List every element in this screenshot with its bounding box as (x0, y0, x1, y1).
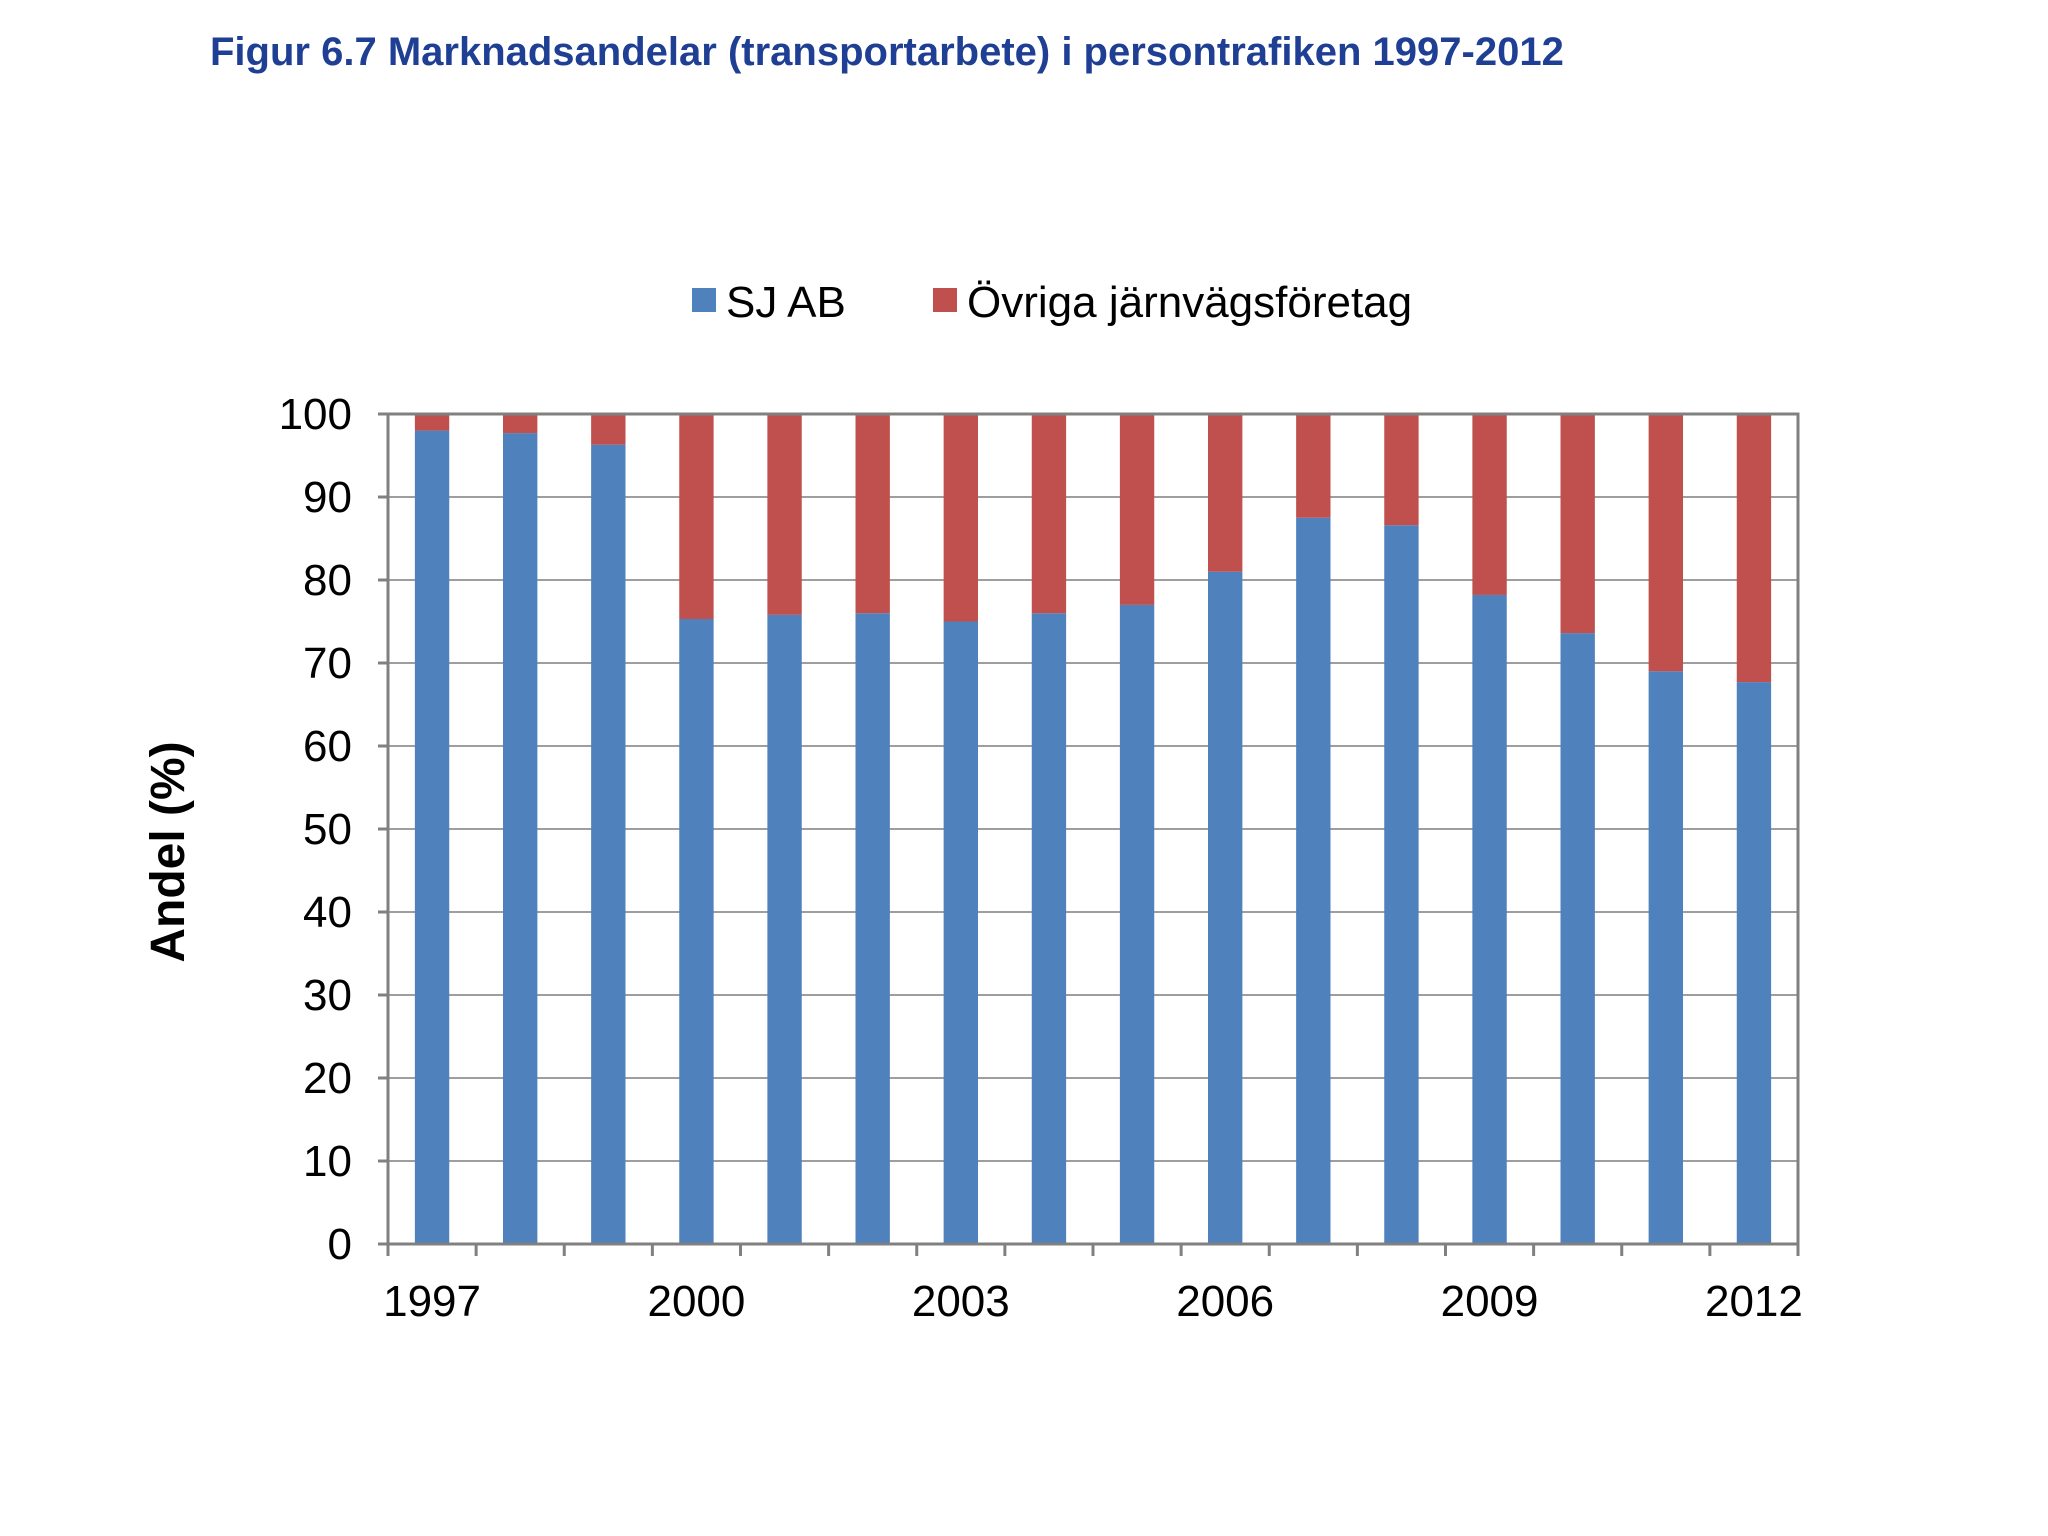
bar-ovriga-jarnvagsforetag-2007 (1296, 414, 1331, 518)
bar-sj-ab-2003 (943, 621, 978, 1244)
bar-sj-ab-2000 (679, 619, 714, 1244)
chart-title: Figur 6.7 Marknadsandelar (transportarbe… (210, 30, 1564, 74)
y-tick-label-50: 50 (303, 805, 352, 854)
bar-ovriga-jarnvagsforetag-2005 (1119, 414, 1155, 605)
bar-ovriga-jarnvagsforetag-2010 (1560, 414, 1595, 634)
bars (414, 414, 1772, 1245)
x-tick-label-2006: 2006 (1176, 1277, 1274, 1326)
bar-sj-ab-2006 (1208, 571, 1243, 1244)
y-tick-label-70: 70 (303, 639, 352, 688)
x-tick-label-2003: 2003 (912, 1277, 1010, 1326)
bar-sj-ab-2005 (1119, 604, 1155, 1244)
legend: SJ AB Övriga järnvägsföretag (692, 278, 1412, 327)
y-tick-label-10: 10 (303, 1137, 352, 1186)
bar-sj-ab-1997 (414, 430, 450, 1245)
bar-ovriga-jarnvagsforetag-2006 (1208, 414, 1243, 572)
bar-ovriga-jarnvagsforetag-1997 (414, 414, 450, 431)
legend-label-sj-ab: SJ AB (726, 278, 846, 327)
y-tick-label-20: 20 (303, 1054, 352, 1103)
bar-ovriga-jarnvagsforetag-2008 (1384, 414, 1419, 526)
bar-ovriga-jarnvagsforetag-2000 (679, 414, 714, 620)
bar-sj-ab-2012 (1736, 682, 1772, 1244)
x-tick-label-2009: 2009 (1441, 1277, 1539, 1326)
bar-sj-ab-1998 (503, 433, 538, 1245)
bar-sj-ab-1999 (591, 444, 626, 1245)
bar-sj-ab-2010 (1560, 633, 1595, 1244)
bar-sj-ab-2004 (1031, 613, 1067, 1244)
bar-ovriga-jarnvagsforetag-2011 (1648, 414, 1683, 672)
y-tick-label-0: 0 (328, 1220, 352, 1269)
bar-ovriga-jarnvagsforetag-2003 (943, 414, 978, 622)
y-axis-label: Andel (%) (142, 741, 195, 962)
bar-sj-ab-2011 (1648, 671, 1683, 1244)
bar-sj-ab-2001 (767, 614, 802, 1244)
bar-ovriga-jarnvagsforetag-1999 (591, 414, 626, 445)
x-tick-label-1997: 1997 (383, 1277, 481, 1326)
bar-ovriga-jarnvagsforetag-2004 (1031, 414, 1067, 614)
bar-sj-ab-2009 (1472, 594, 1507, 1244)
x-tick-labels: 1997 2000 2003 2006 2009 2012 (383, 1277, 1803, 1326)
axes (378, 412, 1800, 1256)
legend-swatch-ovriga-jarnvagsforetag (933, 288, 957, 312)
x-tick-label-2012: 2012 (1705, 1277, 1803, 1326)
y-tick-label-80: 80 (303, 556, 352, 605)
bar-sj-ab-2002 (855, 613, 890, 1244)
bar-ovriga-jarnvagsforetag-2009 (1472, 414, 1507, 595)
legend-label-ovriga-jarnvagsforetag: Övriga järnvägsföretag (967, 278, 1412, 327)
y-tick-label-30: 30 (303, 971, 352, 1020)
bar-ovriga-jarnvagsforetag-1998 (503, 414, 538, 434)
y-tick-label-40: 40 (303, 888, 352, 937)
bar-ovriga-jarnvagsforetag-2012 (1736, 414, 1772, 683)
legend-swatch-sj-ab (692, 288, 716, 312)
y-tick-label-60: 60 (303, 722, 352, 771)
x-tick-label-2000: 2000 (647, 1277, 745, 1326)
bar-sj-ab-2008 (1384, 525, 1419, 1244)
bar-sj-ab-2007 (1296, 517, 1331, 1244)
bar-ovriga-jarnvagsforetag-2002 (855, 414, 890, 614)
bar-ovriga-jarnvagsforetag-2001 (767, 414, 802, 615)
y-tick-labels: 0 10 20 30 40 50 60 70 80 90 100 (279, 390, 352, 1269)
y-tick-label-90: 90 (303, 473, 352, 522)
y-tick-label-100: 100 (279, 390, 352, 439)
